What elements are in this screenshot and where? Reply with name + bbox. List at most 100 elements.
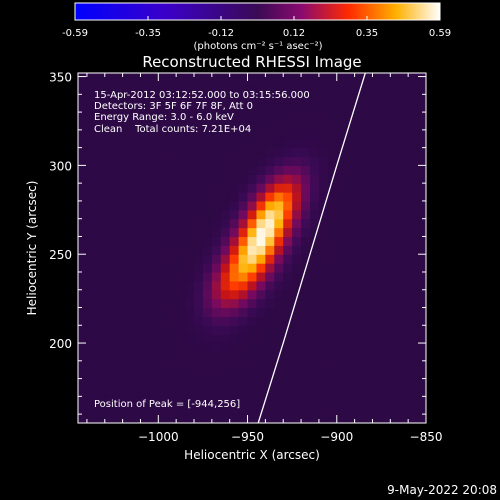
heatmap-cell (381, 85, 391, 95)
heatmap-cell (265, 200, 275, 211)
heatmap-cell (372, 200, 382, 211)
heatmap-cell (265, 307, 275, 317)
heatmap-cell (238, 73, 249, 78)
heatmap-cell (140, 307, 150, 317)
heatmap-cell (327, 200, 338, 211)
heatmap-cell (194, 183, 204, 193)
heatmap-cell (318, 129, 329, 140)
heatmap-cell (256, 298, 266, 309)
heatmap-cell (292, 120, 302, 131)
heatmap-cell (256, 94, 266, 104)
heatmap-cell (301, 245, 311, 255)
heatmap-cell (301, 387, 311, 397)
heatmap-cell (202, 200, 213, 211)
heatmap-cell (390, 280, 400, 291)
heatmap-cell (185, 396, 195, 406)
heatmap-cell (399, 103, 409, 113)
heatmap-cell (202, 414, 213, 423)
heatmap-cell (176, 209, 186, 220)
heatmap-cell (185, 147, 195, 158)
heatmap-cell (390, 85, 400, 95)
heatmap-cell (176, 289, 186, 300)
heatmap-cell (238, 343, 249, 353)
heatmap-cell (399, 369, 409, 380)
heatmap-cell (140, 209, 150, 220)
heatmap-cell (238, 209, 249, 220)
heatmap-cell (167, 138, 177, 149)
heatmap-cell (140, 280, 150, 291)
heatmap-cell (202, 227, 213, 238)
heatmap-cell (176, 334, 186, 344)
heatmap-cell (310, 129, 320, 140)
heatmap-cell (363, 156, 374, 166)
heatmap-cell (86, 129, 97, 140)
heatmap-cell (220, 209, 231, 220)
heatmap-cell (310, 405, 320, 415)
heatmap-cell (122, 76, 133, 87)
heatmap-cell (363, 334, 374, 344)
heatmap-cell (95, 369, 106, 380)
heatmap-cell (167, 343, 177, 353)
heatmap-cell (149, 156, 159, 166)
heatmap-cell (265, 209, 275, 220)
heatmap-cell (78, 138, 88, 149)
heatmap-cell (292, 369, 302, 380)
heatmap-cell (381, 156, 391, 166)
heatmap-cell (274, 138, 284, 149)
heatmap-cell (417, 351, 426, 362)
heatmap-cell (140, 138, 150, 149)
heatmap-cell (310, 218, 320, 229)
heatmap-cell (131, 280, 142, 291)
heatmap-cell (390, 360, 400, 371)
heatmap-cell (372, 94, 382, 104)
heatmap-cell (185, 236, 195, 246)
heatmap-cell (381, 271, 391, 282)
heatmap-cell (399, 414, 409, 423)
heatmap-cell (327, 147, 338, 158)
heatmap-cell (363, 378, 374, 389)
heatmap-cell (301, 174, 311, 184)
heatmap-cell (274, 236, 284, 246)
heatmap-cell (176, 254, 186, 264)
heatmap-cell (158, 254, 168, 264)
heatmap-cell (158, 147, 168, 158)
heatmap-cell (408, 129, 418, 140)
heatmap-cell (78, 236, 88, 246)
heatmap-cell (318, 236, 329, 246)
heatmap-cell (336, 298, 347, 309)
heatmap-cell (202, 298, 213, 309)
heatmap-cell (274, 85, 284, 95)
heatmap-cell (399, 316, 409, 326)
heatmap-cell (95, 263, 106, 273)
heatmap-cell (194, 343, 204, 353)
heatmap-cell (86, 85, 97, 95)
heatmap-cell (336, 360, 347, 371)
heatmap-cell (113, 165, 124, 175)
heatmap-cell (131, 209, 142, 220)
heatmap-cell (86, 387, 97, 397)
heatmap-cell (318, 414, 329, 423)
heatmap-cell (256, 138, 266, 149)
heatmap-cell (265, 85, 275, 95)
annotation-clean-counts: Clean Total counts: 7.21E+04 (94, 124, 251, 135)
heatmap-cell (194, 351, 204, 362)
heatmap-cell (86, 298, 97, 309)
heatmap-cell (381, 414, 391, 423)
heatmap-cell (310, 369, 320, 380)
heatmap-cell (131, 76, 142, 87)
heatmap-cell (140, 360, 150, 371)
heatmap-cell (345, 174, 356, 184)
heatmap-cell (185, 334, 195, 344)
heatmap-cell (194, 73, 204, 78)
heatmap-cell (176, 73, 186, 78)
heatmap-cell (78, 129, 88, 140)
heatmap-cell (265, 351, 275, 362)
heatmap-cell (167, 254, 177, 264)
heatmap-cell (372, 138, 382, 149)
heatmap-cell (399, 209, 409, 220)
heatmap-cell (131, 120, 142, 131)
heatmap-cell (417, 325, 426, 335)
heatmap-cell (301, 209, 311, 220)
heatmap-cell (417, 94, 426, 104)
heatmap-cell (301, 289, 311, 300)
